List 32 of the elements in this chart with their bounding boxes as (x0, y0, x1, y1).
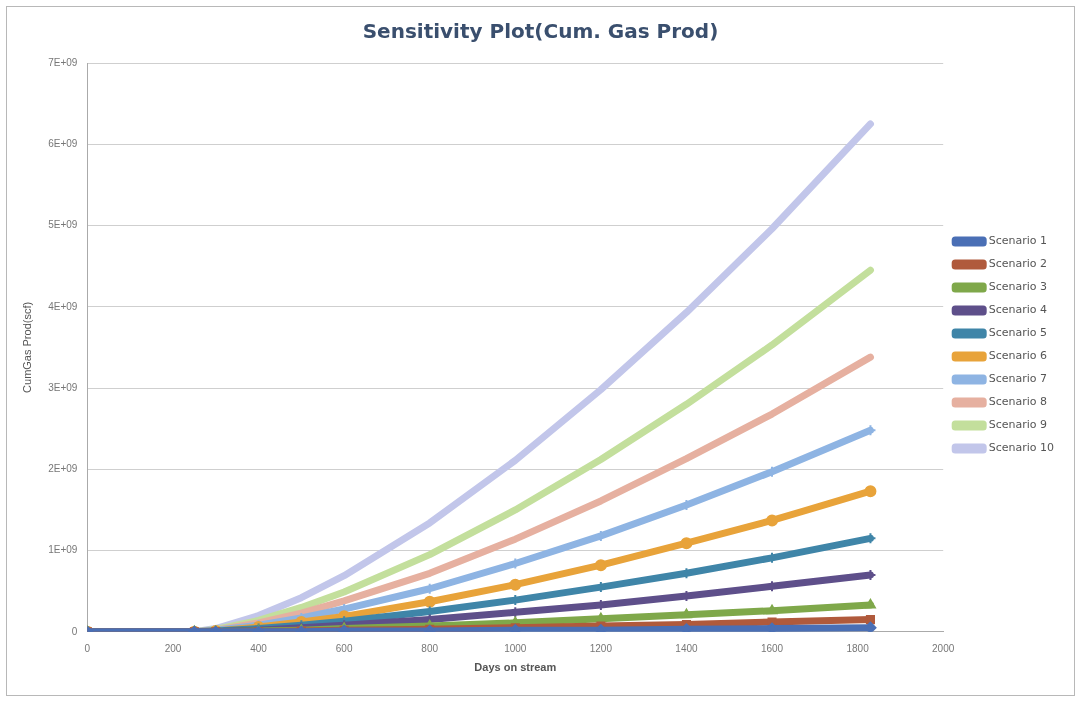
y-tick-label: 6E+09 (48, 138, 78, 150)
legend-label: Scenario 8 (988, 395, 1048, 409)
legend-label: Scenario 3 (988, 280, 1048, 294)
legend-label: Scenario 2 (988, 257, 1048, 271)
y-tick-label: 4E+09 (48, 300, 78, 312)
x-tick-label: 1000 (504, 642, 527, 654)
x-tick-label: 1400 (675, 642, 699, 654)
y-tick-label: 2E+09 (48, 463, 78, 475)
legend-label: Scenario 6 (988, 349, 1048, 363)
x-tick-label: 1600 (760, 642, 784, 654)
legend-label: Scenario 1 (988, 234, 1048, 248)
y-tick-label: 7E+09 (48, 56, 78, 68)
y-tick-label: 5E+09 (48, 219, 78, 231)
legend-label: Scenario 4 (988, 303, 1048, 317)
x-tick-label: 1200 (589, 642, 613, 654)
x-tick-label: 1800 (846, 642, 870, 654)
x-tick-label: 800 (421, 642, 439, 654)
legend-label: Scenario 10 (988, 441, 1054, 455)
x-axis-title: Days on stream (474, 661, 557, 674)
legend-label: Scenario 9 (988, 418, 1048, 432)
legend-label: Scenario 5 (988, 326, 1048, 340)
y-axis-title: CumGas Prod(scf) (20, 301, 33, 393)
chart-title: Sensitivity Plot(Cum. Gas Prod) (362, 19, 719, 44)
x-tick-label: 0 (84, 642, 91, 654)
x-tick-label: 600 (335, 642, 353, 654)
y-tick-label: 1E+09 (48, 544, 78, 556)
x-tick-label: 400 (250, 642, 268, 654)
y-tick-label: 0 (71, 625, 78, 637)
legend-label: Scenario 7 (988, 372, 1048, 386)
x-tick-label: 2000 (932, 642, 955, 654)
y-tick-label: 3E+09 (48, 381, 78, 393)
x-tick-label: 200 (164, 642, 182, 654)
